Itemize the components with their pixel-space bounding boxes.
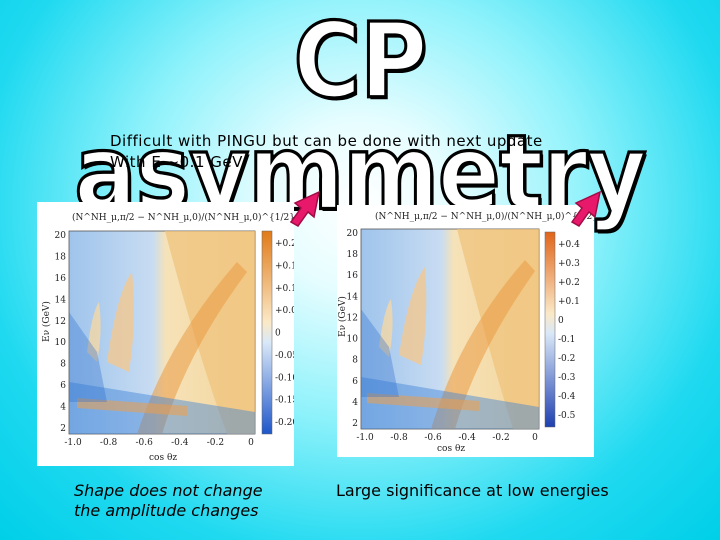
x-tick-label: 0 xyxy=(248,438,254,448)
y-tick-label: 2 xyxy=(60,424,66,434)
y-tick-label: 16 xyxy=(347,271,359,281)
y-tick-label: 8 xyxy=(352,356,358,366)
colorbar-tick-label: -0.15 xyxy=(275,396,294,406)
y-tick-label: 10 xyxy=(347,335,359,345)
x-tick-label: -0.2 xyxy=(492,433,509,443)
y-tick-label: 8 xyxy=(60,360,66,370)
x-tick-label: -0.6 xyxy=(136,438,154,448)
y-tick-label: 14 xyxy=(347,292,359,302)
colorbar-tick-label: -0.3 xyxy=(558,373,576,383)
caption-left: Shape does not change the amplitude chan… xyxy=(74,481,263,521)
y-tick-label: 18 xyxy=(347,250,359,260)
colorbar xyxy=(261,230,273,435)
slide-title: CP asymmetry xyxy=(73,1,648,234)
colorbar-tick-label: 0 xyxy=(275,329,281,339)
plot-header: (N^NH_μ,π/2 − N^NH_μ,0)/(N^NH_μ,0)^{1/2}… xyxy=(72,212,294,223)
x-axis-label: cos θz xyxy=(149,453,177,463)
colorbar-tick-label: +0.10 xyxy=(275,284,294,294)
x-tick-label: -0.8 xyxy=(390,433,408,443)
y-tick-label: 4 xyxy=(60,403,66,413)
heatmap-plot-right: (N^NH_μ,π/2 − N^NH_μ,0)/(N^NH_μ,0)^{1/2}… xyxy=(337,205,594,457)
y-axis-label: Eν (GeV) xyxy=(337,296,348,337)
colorbar-tick-label: -0.05 xyxy=(275,351,294,361)
y-tick-label: 20 xyxy=(55,231,67,241)
x-tick-label: -1.0 xyxy=(356,433,374,443)
colorbar-tick-label: -0.2 xyxy=(558,354,575,364)
colorbar-tick-label: +0.20 xyxy=(275,239,294,249)
y-axis-label: Eν (GeV) xyxy=(41,301,52,342)
note-line-2: With E ~0.1 GeV xyxy=(110,153,243,171)
colorbar-tick-label: +0.15 xyxy=(275,261,294,271)
y-tick-label: 6 xyxy=(352,377,358,387)
y-tick-label: 12 xyxy=(347,313,358,323)
x-tick-label: -0.8 xyxy=(100,438,118,448)
y-tick-label: 12 xyxy=(55,317,66,327)
y-tick-label: 6 xyxy=(60,381,66,391)
pink-arrow-icon xyxy=(570,190,602,227)
caption-right: Large significance at low energies xyxy=(336,481,609,500)
note-line-1: Difficult with PINGU but can be done wit… xyxy=(110,132,543,150)
colorbar-tick-label: -0.10 xyxy=(275,373,294,383)
colorbar-tick-label: +0.4 xyxy=(558,240,580,250)
colorbar-tick-label: -0.5 xyxy=(558,411,576,421)
y-tick-label: 2 xyxy=(352,419,358,429)
y-tick-label: 16 xyxy=(55,274,67,284)
x-tick-label: -1.0 xyxy=(64,438,82,448)
y-tick-label: 20 xyxy=(347,229,359,239)
x-tick-label: -0.6 xyxy=(424,433,442,443)
colorbar xyxy=(544,231,556,428)
x-tick-label: 0 xyxy=(532,433,538,443)
y-tick-label: 10 xyxy=(55,338,67,348)
colorbar-tick-label: +0.3 xyxy=(558,259,580,269)
y-tick-label: 4 xyxy=(352,398,358,408)
colorbar-tick-label: +0.05 xyxy=(275,306,294,316)
colorbar-tick-label: -0.4 xyxy=(558,392,576,402)
colorbar-tick-label: -0.1 xyxy=(558,335,575,345)
x-tick-label: -0.2 xyxy=(207,438,224,448)
x-tick-label: -0.4 xyxy=(458,433,476,443)
plot-header: (N^NH_μ,π/2 − N^NH_μ,0)/(N^NH_μ,0)^{1/2}… xyxy=(375,211,594,222)
colorbar-tick-label: -0.20 xyxy=(275,418,294,428)
y-tick-label: 18 xyxy=(55,252,67,262)
colorbar-tick-label: +0.1 xyxy=(558,297,580,307)
caption-left-line-2: the amplitude changes xyxy=(74,501,259,520)
heatmap-plot-left: (N^NH_μ,π/2 − N^NH_μ,0)/(N^NH_μ,0)^{1/2}… xyxy=(37,202,294,466)
caption-left-line-1: Shape does not change xyxy=(74,481,263,500)
x-tick-label: -0.4 xyxy=(171,438,189,448)
pink-arrow-icon xyxy=(289,190,321,227)
x-axis-label: cos θz xyxy=(437,444,465,454)
colorbar-tick-label: +0.2 xyxy=(558,278,580,288)
y-tick-label: 14 xyxy=(55,295,67,305)
colorbar-tick-label: 0 xyxy=(558,316,564,326)
